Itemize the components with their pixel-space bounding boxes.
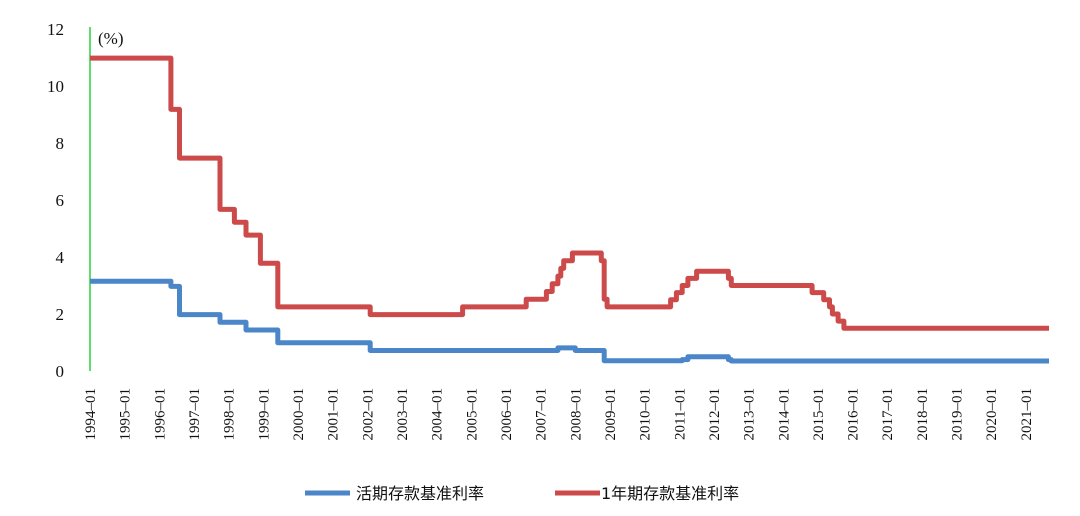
y-tick-label: 4 bbox=[56, 248, 65, 267]
x-tick-label: 2015–01 bbox=[811, 388, 827, 441]
unit-label: (%) bbox=[98, 29, 123, 48]
legend-label-0: 活期存款基准利率 bbox=[356, 484, 484, 503]
y-tick-label: 0 bbox=[56, 362, 65, 381]
x-tick-label: 1998–01 bbox=[222, 388, 238, 441]
x-tick-label: 2011–01 bbox=[672, 388, 688, 440]
legend-label-1: 1年期存款基准利率 bbox=[601, 484, 739, 503]
x-tick-label: 2003–01 bbox=[395, 388, 411, 441]
series-line-0 bbox=[90, 278, 1049, 364]
x-tick-label: 2012–01 bbox=[707, 388, 723, 441]
x-tick-label: 1995–01 bbox=[118, 388, 134, 441]
y-tick-label: 2 bbox=[56, 305, 65, 324]
x-tick-label: 2019–01 bbox=[950, 388, 966, 441]
y-tick-label: 8 bbox=[56, 134, 65, 153]
y-tick-group: 0 2 4 6 8 10 12 bbox=[47, 20, 65, 381]
x-tick-label: 2021–01 bbox=[1019, 388, 1035, 441]
x-tick-label: 2007–01 bbox=[534, 388, 550, 441]
y-tick-label: 12 bbox=[47, 20, 64, 39]
x-tick-label: 2004–01 bbox=[430, 388, 446, 441]
x-tick-label: 2001–01 bbox=[326, 388, 342, 441]
x-tick-label: 2009–01 bbox=[603, 388, 619, 441]
x-tick-label: 2017–01 bbox=[880, 388, 896, 441]
x-tick-label: 2013–01 bbox=[742, 388, 758, 441]
x-tick-label: 2005–01 bbox=[464, 388, 480, 441]
x-tick-label: 2006–01 bbox=[499, 388, 515, 441]
x-tick-group: 1994–01 1995–01 1996–01 1997–01 1998–01 1999–… bbox=[83, 388, 1035, 441]
legend: 活期存款基准利率 1年期存款基准利率 bbox=[305, 484, 739, 503]
x-tick-label: 2000–01 bbox=[291, 388, 307, 441]
x-tick-label: 2014–01 bbox=[776, 388, 792, 441]
y-tick-label: 10 bbox=[47, 77, 64, 96]
x-tick-label: 2002–01 bbox=[360, 388, 376, 441]
x-tick-label: 1996–01 bbox=[152, 388, 168, 441]
x-tick-label: 2008–01 bbox=[568, 388, 584, 441]
x-tick-label: 1997–01 bbox=[187, 388, 203, 441]
series-line-1 bbox=[90, 55, 1049, 331]
x-tick-label: 2020–01 bbox=[984, 388, 1000, 441]
y-tick-label: 6 bbox=[56, 191, 65, 210]
series-group bbox=[90, 55, 1049, 364]
x-tick-label: 2016–01 bbox=[846, 388, 862, 441]
x-tick-label: 1999–01 bbox=[256, 388, 272, 441]
x-tick-label: 2018–01 bbox=[915, 388, 931, 441]
x-tick-label: 2010–01 bbox=[638, 388, 654, 441]
x-tick-label: 1994–01 bbox=[83, 388, 99, 441]
